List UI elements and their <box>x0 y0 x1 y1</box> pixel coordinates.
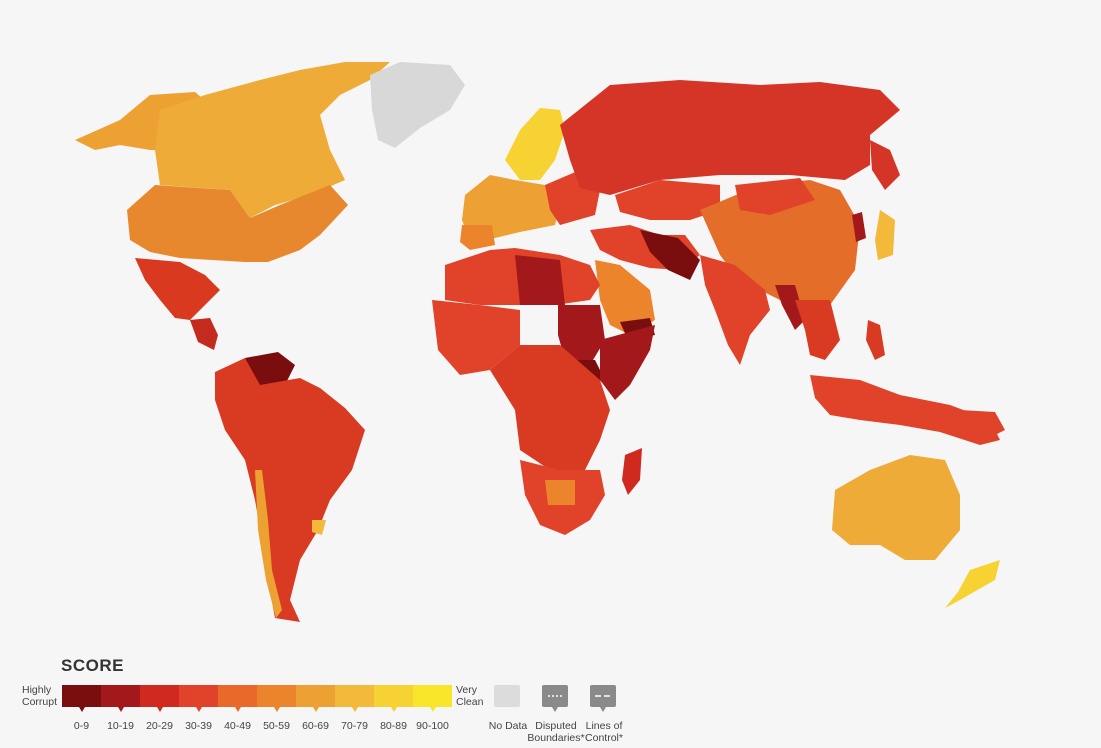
legend-tick <box>195 707 202 712</box>
region-png[interactable] <box>960 410 1005 440</box>
legend-bin <box>413 685 452 712</box>
region-chile[interactable] <box>255 470 282 618</box>
region-venezuela[interactable] <box>245 352 295 385</box>
legend-bin <box>179 685 218 712</box>
region-kazakhstan[interactable] <box>615 180 720 220</box>
no-data-label: No Data <box>488 720 528 732</box>
region-southeast-asia[interactable] <box>795 300 840 360</box>
legend-low-label: Highly Corrupt <box>22 684 57 708</box>
region-sudan[interactable] <box>558 305 605 365</box>
region-afghanistan[interactable] <box>640 230 700 280</box>
legend-bin <box>257 685 296 712</box>
legend-bin-label: 10-19 <box>107 720 134 732</box>
region-indonesia[interactable] <box>810 375 1000 445</box>
disputed-line-2: Boundaries* <box>527 732 585 744</box>
region-canada[interactable] <box>155 62 390 218</box>
legend-tick <box>156 707 163 712</box>
legend-bin-label: 60-69 <box>302 720 329 732</box>
legend-bin <box>335 685 374 712</box>
legend-low-line-2: Corrupt <box>22 696 58 708</box>
region-scandinavia[interactable] <box>505 108 565 180</box>
disputed-boundaries-label: Disputed Boundaries* <box>516 720 596 744</box>
legend-bin <box>62 685 101 712</box>
region-usa[interactable] <box>127 185 348 262</box>
region-greenland[interactable] <box>370 62 465 148</box>
region-kamchatka[interactable] <box>870 140 900 190</box>
legend-low-line-1: Highly <box>22 684 52 696</box>
legend-bin <box>218 685 257 712</box>
legend-bin-label: 20-29 <box>146 720 173 732</box>
world-map <box>75 62 1005 622</box>
region-central-africa[interactable] <box>490 345 610 470</box>
disputed-boundaries-swatch <box>542 685 568 712</box>
legend: SCORE Highly Corrupt Very Clean 0-9 10-19… <box>0 650 700 748</box>
legend-bin <box>374 685 413 712</box>
loc-line-1: Lines of <box>585 720 623 732</box>
legend-bin-label: 90-100 <box>416 720 449 732</box>
legend-bin <box>296 685 335 712</box>
region-west-africa[interactable] <box>432 300 520 375</box>
region-new-zealand[interactable] <box>945 560 1000 608</box>
legend-bin-label: 70-79 <box>341 720 368 732</box>
legend-bin-label: 40-49 <box>224 720 251 732</box>
legend-tick <box>312 707 319 712</box>
region-korea-north[interactable] <box>852 212 866 242</box>
region-iberia[interactable] <box>460 225 495 250</box>
region-japan[interactable] <box>875 210 895 260</box>
region-mongolia[interactable] <box>735 178 815 215</box>
legend-bin <box>140 685 179 712</box>
legend-bin <box>101 685 140 712</box>
legend-high-label: Very Clean <box>456 684 483 708</box>
legend-tick <box>390 707 397 712</box>
lines-of-control-label: Lines of Control* <box>564 720 644 744</box>
legend-tick <box>234 707 241 712</box>
region-central-america[interactable] <box>190 318 218 350</box>
region-australia[interactable] <box>832 455 960 560</box>
region-horn-africa[interactable] <box>600 325 655 400</box>
region-western-europe[interactable] <box>462 175 560 240</box>
region-india[interactable] <box>700 255 770 365</box>
legend-tick <box>273 707 280 712</box>
legend-bin-label: 80-89 <box>380 720 407 732</box>
legend-tick <box>351 707 358 712</box>
legend-tick <box>429 707 436 712</box>
legend-color-bar <box>62 685 452 712</box>
loc-line-2: Control* <box>585 732 623 744</box>
region-arabian-peninsula[interactable] <box>595 260 655 335</box>
legend-tick <box>117 707 124 712</box>
region-philippines[interactable] <box>866 320 885 360</box>
disputed-line-1: Disputed <box>535 720 577 732</box>
region-uruguay[interactable] <box>312 520 326 535</box>
no-data-swatch <box>494 685 520 707</box>
region-russia[interactable] <box>560 80 900 195</box>
region-myanmar[interactable] <box>775 285 805 330</box>
region-south-america-north[interactable] <box>215 358 365 622</box>
legend-bin-label: 30-39 <box>185 720 212 732</box>
legend-high-line-1: Very <box>456 684 478 696</box>
legend-title: SCORE <box>61 656 124 675</box>
legend-tick <box>78 707 85 712</box>
legend-high-line-2: Clean <box>456 696 484 708</box>
region-botswana[interactable] <box>545 480 575 505</box>
region-mexico[interactable] <box>135 258 220 320</box>
region-libya[interactable] <box>515 255 565 305</box>
legend-bin-label: 0-9 <box>73 720 90 732</box>
legend-bin-label: 50-59 <box>263 720 290 732</box>
lines-of-control-swatch <box>590 685 616 712</box>
region-madagascar[interactable] <box>622 448 642 495</box>
